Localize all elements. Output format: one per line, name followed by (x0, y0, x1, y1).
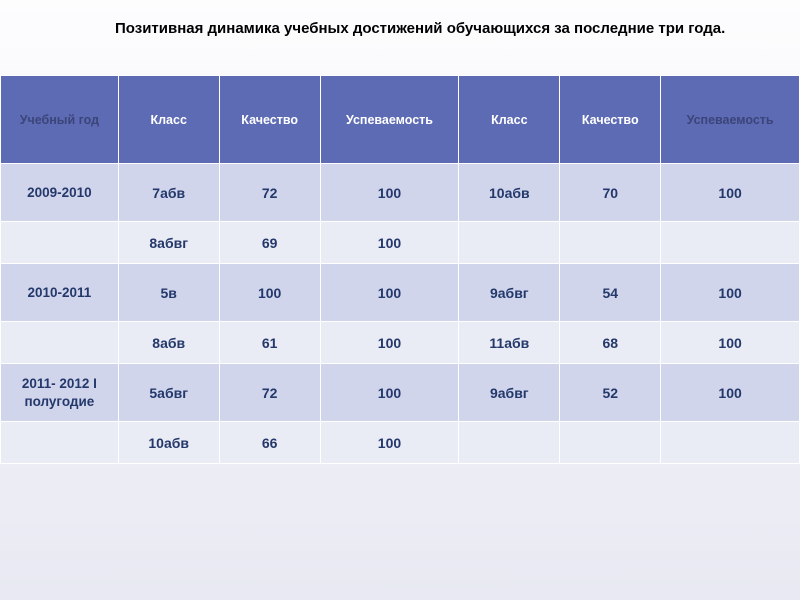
cell-class: 5абвг (118, 364, 219, 422)
table-row: 2010-2011 5в 100 100 9абвг 54 100 (1, 264, 800, 322)
cell-class: 8абвг (118, 222, 219, 264)
cell-qual: 70 (560, 164, 661, 222)
cell-class (459, 422, 560, 464)
cell-perf (661, 222, 800, 264)
cell-class: 9абвг (459, 264, 560, 322)
table-row: 2011- 2012 I полугодие 5абвг 72 100 9абв… (1, 364, 800, 422)
cell-class (459, 222, 560, 264)
cell-perf: 100 (320, 264, 459, 322)
cell-qual: 72 (219, 364, 320, 422)
cell-perf: 100 (320, 422, 459, 464)
table-row: 10абв 66 100 (1, 422, 800, 464)
header-quality-1: Качество (219, 76, 320, 164)
cell-perf: 100 (320, 364, 459, 422)
table-row: 2009-2010 7абв 72 100 10абв 70 100 (1, 164, 800, 222)
cell-perf: 100 (661, 264, 800, 322)
cell-class: 11абв (459, 322, 560, 364)
cell-qual: 72 (219, 164, 320, 222)
cell-qual (560, 222, 661, 264)
cell-qual: 54 (560, 264, 661, 322)
cell-year: 2011- 2012 I полугодие (1, 364, 119, 422)
cell-year: 2009-2010 (1, 164, 119, 222)
cell-qual: 61 (219, 322, 320, 364)
cell-class: 8абв (118, 322, 219, 364)
cell-perf: 100 (320, 222, 459, 264)
header-class-1: Класс (118, 76, 219, 164)
cell-class: 7абв (118, 164, 219, 222)
cell-qual: 100 (219, 264, 320, 322)
page-title: Позитивная динамика учебных достижений о… (0, 0, 800, 47)
cell-qual (560, 422, 661, 464)
cell-perf: 100 (320, 164, 459, 222)
cell-class: 10абв (118, 422, 219, 464)
header-year: Учебный год (1, 76, 119, 164)
cell-qual: 52 (560, 364, 661, 422)
cell-year: 2010-2011 (1, 264, 119, 322)
cell-perf (661, 422, 800, 464)
header-quality-2: Качество (560, 76, 661, 164)
cell-qual: 66 (219, 422, 320, 464)
table-row: 8абв 61 100 11абв 68 100 (1, 322, 800, 364)
cell-perf: 100 (320, 322, 459, 364)
cell-year (1, 322, 119, 364)
data-table: Учебный год Класс Качество Успеваемость … (0, 75, 800, 464)
cell-perf: 100 (661, 364, 800, 422)
cell-perf: 100 (661, 164, 800, 222)
table-row: 8абвг 69 100 (1, 222, 800, 264)
cell-perf: 100 (661, 322, 800, 364)
cell-qual: 68 (560, 322, 661, 364)
cell-class: 9абвг (459, 364, 560, 422)
cell-year (1, 222, 119, 264)
cell-qual: 69 (219, 222, 320, 264)
cell-year (1, 422, 119, 464)
header-perf-2: Успеваемость (661, 76, 800, 164)
cell-class: 5в (118, 264, 219, 322)
header-row: Учебный год Класс Качество Успеваемость … (1, 76, 800, 164)
header-perf-1: Успеваемость (320, 76, 459, 164)
header-class-2: Класс (459, 76, 560, 164)
cell-class: 10абв (459, 164, 560, 222)
